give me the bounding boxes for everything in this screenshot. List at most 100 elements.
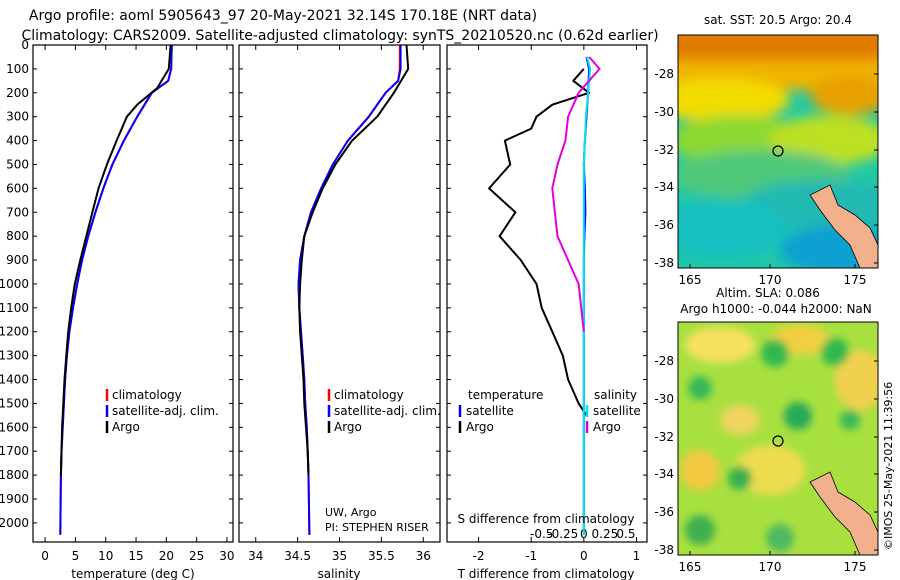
depth-tick-label: 1800 [0, 468, 29, 482]
lon-tick-label: 165 [679, 560, 702, 574]
salinity-depth-ticks [239, 44, 440, 524]
x-tick-label: 36 [416, 549, 431, 563]
difference-panel-frame [446, 44, 648, 543]
depth-tick-label: 1200 [0, 325, 29, 339]
depth-tick-label: 1900 [0, 492, 29, 506]
lon-tick-label: 175 [844, 560, 867, 574]
sla-map [678, 322, 878, 555]
salinity-panel-frame [238, 44, 441, 543]
s-x-tick-label: 0.25 [592, 527, 619, 541]
x-tick-label: 20 [159, 549, 174, 563]
sst-map-title: sat. SST: 20.5 Argo: 20.4 [704, 13, 852, 27]
s-x-tick-label: -0.5 [530, 527, 553, 541]
legend-header-temperature: temperature [468, 388, 543, 402]
x-tick-label: -1 [525, 549, 537, 563]
depth-tick-label: 0 [21, 38, 29, 52]
sst-coastline [809, 184, 878, 268]
sst-map [678, 35, 878, 268]
temperature-panel-frame [32, 44, 234, 543]
lat-tick-label: -34 [654, 467, 674, 481]
figure-title-line2: Climatology: CARS2009. Satellite-adjuste… [21, 28, 658, 44]
x-tick-label: 0 [580, 549, 588, 563]
x-axis-ticks: 0 5 10 15 20 25 30 34 34.5 35 35.5 36 -2 -1 0 1 -0.5-0.2… [41, 45, 640, 563]
legend-label-s-argo: Argo [593, 420, 621, 434]
lat-tick-label: -28 [654, 67, 674, 81]
lon-tick-label: 170 [759, 560, 782, 574]
depth-tick-label: 400 [6, 134, 29, 148]
series-line-s-argo [551, 56, 601, 332]
difference-depth-ticks [447, 44, 647, 524]
depth-tick-label: 1400 [0, 373, 29, 387]
legend-label-argo: Argo [334, 420, 362, 434]
x-tick-label: 5 [72, 549, 80, 563]
series-line-argo [59, 45, 172, 476]
temperature-xlabel: temperature (deg C) [71, 567, 194, 580]
series-line-climatology [297, 45, 401, 535]
sst-field [678, 35, 878, 268]
series-line-satellite-adj-clim- [297, 45, 402, 535]
figure-title-line1: Argo profile: aoml 5905643_97 20-May-202… [29, 8, 537, 24]
lat-tick-label: -30 [654, 105, 674, 119]
x-tick-label: 15 [128, 549, 143, 563]
lat-tick-label: -28 [654, 354, 674, 368]
x-tick-label: -2 [473, 549, 485, 563]
depth-tick-label: 800 [6, 229, 29, 243]
legend-label-climatology: climatology [334, 388, 404, 402]
lat-tick-label: -32 [654, 430, 674, 444]
depth-tick-label: 500 [6, 157, 29, 171]
lat-tick-label: -38 [654, 256, 674, 270]
x-tick-label: 34 [248, 549, 263, 563]
x-tick-label: 35.5 [368, 549, 395, 563]
depth-tick-label: 700 [6, 205, 29, 219]
depth-axis-labels: 0 100 200 300 400 500 600 700 800 900 1000 1100 1200… [0, 38, 29, 530]
lat-tick-label: -36 [654, 218, 674, 232]
lat-tick-label: -34 [654, 180, 674, 194]
x-tick-label: 34.5 [284, 549, 311, 563]
legend-label-t-satellite: satellite [466, 404, 514, 418]
legend-label-s-satellite: satellite [593, 404, 641, 418]
sst-argo-location [772, 145, 784, 157]
lon-tick-label: 165 [679, 273, 702, 287]
sla-map-axes: 165 170 175 -28 -30 -32 -34 -36 -38 [654, 354, 878, 574]
legend-label-argo: Argo [112, 420, 140, 434]
salinity-series [297, 45, 410, 535]
temperature-series [59, 45, 173, 535]
series-line-satellite-adj-clim- [59, 45, 173, 535]
x-tick-label: 0 [41, 549, 49, 563]
sst-map-frame [677, 34, 879, 269]
temperature-legend: climatology satellite-adj. clim. Argo [105, 388, 219, 434]
s-x-tick-label: -0.25 [547, 527, 578, 541]
credit-text: ©IMOS 25-May-2021 11:39:56 [882, 382, 895, 550]
lat-tick-label: -30 [654, 392, 674, 406]
salinity-annotation-2: PI: STEPHEN RISER [325, 521, 429, 534]
x-tick-label: 35 [332, 549, 347, 563]
lat-tick-label: -32 [654, 143, 674, 157]
legend-label-t-argo: Argo [466, 420, 494, 434]
salinity-legend: climatology satellite-adj. clim. Argo [327, 388, 441, 434]
sla-map-title: Altim. SLA: 0.086 [716, 286, 820, 300]
depth-tick-label: 600 [6, 181, 29, 195]
series-line-t-argo [488, 68, 591, 416]
sla-argo-location [772, 435, 784, 447]
legend-label-climatology: climatology [112, 388, 182, 402]
depth-tick-label: 2000 [0, 516, 29, 530]
depth-tick-label: 1100 [0, 301, 29, 315]
sla-field [680, 325, 878, 552]
temperature-depth-ticks [33, 44, 233, 524]
difference-legend: temperature salinity satellite Argo sate… [458, 388, 641, 434]
s-difference-xlabel: S difference from climatology [458, 512, 635, 526]
depth-tick-label: 1600 [0, 420, 29, 434]
series-line-s-satellite [582, 56, 592, 535]
difference-xlabel: T difference from climatology [457, 567, 635, 580]
legend-label-satellite: satellite-adj. clim. [112, 404, 219, 418]
depth-tick-label: 1700 [0, 444, 29, 458]
series-line-argo [298, 45, 410, 476]
lon-tick-label: 170 [759, 273, 782, 287]
depth-tick-label: 1500 [0, 396, 29, 410]
s-x-tick-label: 0.5 [616, 527, 635, 541]
x-tick-label: 30 [219, 549, 234, 563]
sla-map-frame [677, 321, 879, 556]
depth-tick-label: 200 [6, 86, 29, 100]
